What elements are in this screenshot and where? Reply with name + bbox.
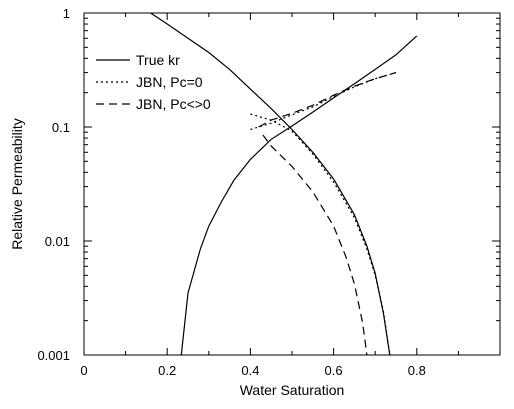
legend-label: True kr	[136, 52, 180, 68]
series-line-jbn-pc-0	[250, 113, 391, 356]
y-tick-label: 0.01	[45, 234, 70, 249]
series-lines	[150, 12, 418, 356]
x-tick-label: 0.2	[158, 363, 176, 378]
series-line-jbn-pc-0	[250, 72, 397, 131]
x-tick-label: 0.8	[408, 363, 426, 378]
series-line-true-kr	[180, 35, 418, 356]
y-tick-label: 1	[63, 6, 70, 21]
x-tick-label: 0	[80, 363, 87, 378]
y-tick-label: 0.1	[52, 120, 70, 135]
series-line-true-kr	[150, 12, 391, 356]
series-line-jbn-pc-0	[262, 134, 368, 356]
axis-ticks: 0 0.2 0.4 0.6 0.8 0.001 0.01 0.1 1	[37, 6, 500, 378]
x-tick-label: 0.6	[325, 363, 343, 378]
y-axis-label: Relative Permeability	[9, 118, 25, 250]
legend: True kr JBN, Pc=0 JBN, Pc<>0	[96, 52, 211, 112]
x-axis-label: Water Saturation	[240, 382, 345, 398]
x-tick-label: 0.4	[241, 363, 259, 378]
legend-label: JBN, Pc<>0	[136, 96, 211, 112]
legend-label: JBN, Pc=0	[136, 74, 203, 90]
series-line-jbn-pc-0	[258, 72, 397, 128]
y-tick-label: 0.001	[37, 348, 70, 363]
